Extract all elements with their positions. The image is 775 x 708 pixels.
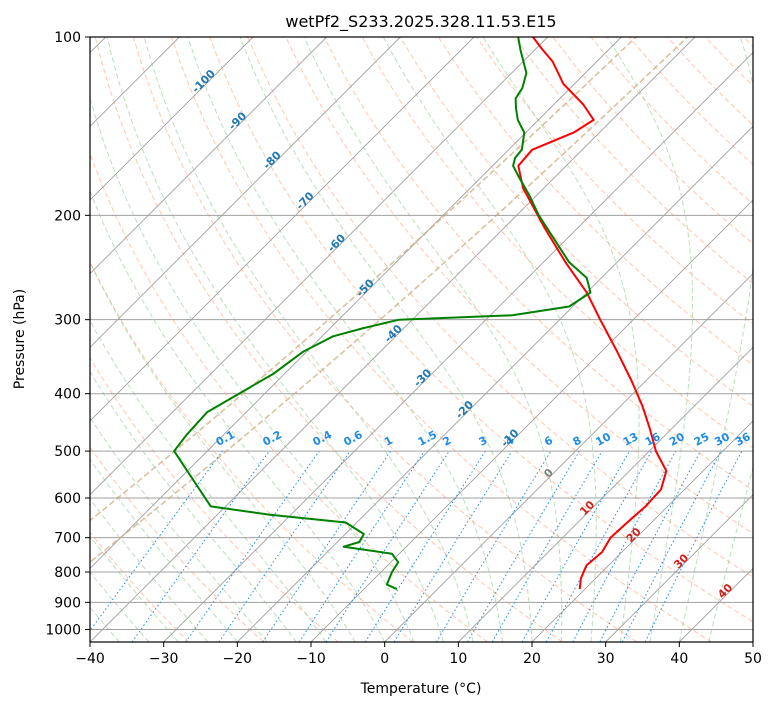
- profile-lines: [173, 37, 668, 591]
- dry-adiabat: [132, 37, 638, 642]
- moist-adiabat: [90, 260, 356, 642]
- x-tick-label: 40: [670, 651, 688, 667]
- y-tick-label: 300: [54, 313, 81, 329]
- dewpoint-profile-line: [173, 37, 592, 591]
- isotherm-line: [90, 37, 696, 642]
- isotherm-line: [90, 37, 401, 348]
- dry-adiabat: [90, 152, 488, 642]
- y-tick-label: 100: [54, 30, 81, 46]
- x-tick-label: −10: [296, 651, 326, 667]
- mixing-ratio-line: [298, 450, 425, 642]
- moist-adiabat: [678, 37, 753, 642]
- isotherm-line: [384, 273, 753, 642]
- y-tick-label: 700: [54, 531, 81, 547]
- mixing-ratio-line: [218, 450, 351, 642]
- dry-adiabat: [323, 37, 753, 491]
- moist-adiabat: [90, 416, 268, 642]
- dry-adiabat: [361, 37, 753, 449]
- isotherm-line: [90, 37, 327, 275]
- isotherm-line: [237, 125, 753, 642]
- isotherm-line: [458, 346, 753, 642]
- moist-adiabat: [303, 37, 563, 642]
- y-axis: 100 200 300 400 500 600 700 800 900 1000: [45, 30, 90, 638]
- mixing-ratio-line: [262, 450, 392, 642]
- moist-adiabat: [708, 465, 753, 642]
- dry-adiabat: [90, 531, 190, 642]
- mixing-ratio-line: [572, 450, 677, 642]
- y-tick-label: 800: [54, 565, 81, 581]
- chart-title: wetPf2_S233.2025.328.11.53.E15: [285, 12, 556, 32]
- x-axis: −40 −30 −20 −10 0 10 20 30 40 50: [75, 642, 762, 667]
- isotherm-line: [310, 199, 753, 642]
- isotherm-line: [90, 37, 254, 201]
- x-tick-label: −20: [223, 651, 253, 667]
- x-tick-label: 10: [449, 651, 467, 667]
- dry-adiabat: [247, 37, 753, 578]
- mixing-ratio-line: [325, 450, 450, 642]
- temperature-profile-line: [517, 37, 668, 590]
- dry-adiabat: [209, 37, 753, 623]
- background-lines: [90, 37, 753, 642]
- moist-adiabat: [606, 37, 693, 642]
- x-tick-label: −30: [149, 651, 179, 667]
- isotherm-line: [605, 494, 753, 642]
- mixing-ratio-label: 30: [712, 430, 732, 449]
- y-tick-label: 900: [54, 595, 81, 611]
- isotherm-line: [163, 52, 753, 642]
- moist-adiabat: [187, 37, 503, 642]
- mixing-ratio-label: 16: [643, 430, 663, 449]
- y-axis-label: Pressure (hPa): [12, 289, 28, 389]
- dry-adiabat: [285, 37, 753, 535]
- x-tick-label: 0: [380, 651, 389, 667]
- mixing-ratio-label: 10: [593, 430, 613, 449]
- x-tick-label: −40: [75, 651, 105, 667]
- mixing-ratio-label: 13: [621, 430, 641, 449]
- plot-frame: [89, 36, 754, 643]
- mixing-ratio-line: [644, 450, 743, 642]
- y-tick-label: 400: [54, 387, 81, 403]
- x-tick-label: 30: [597, 651, 615, 667]
- moist-adiabat: [90, 458, 238, 642]
- dry-adiabat: [171, 37, 712, 642]
- moist-adiabat: [106, 37, 445, 642]
- mixing-ratio-label: 36: [733, 430, 753, 449]
- mixing-ratio-line: [90, 450, 223, 632]
- isotherm-line: [90, 37, 475, 422]
- mixing-ratio-line: [131, 450, 270, 642]
- dry-adiabat: [399, 37, 753, 407]
- moist-adiabat: [90, 189, 386, 642]
- y-tick-label: 500: [54, 444, 81, 460]
- mixing-ratio-label: 25: [692, 430, 712, 449]
- mixing-ratio-line: [393, 450, 513, 642]
- mixing-ratio-line: [185, 450, 320, 642]
- dry-adiabat: [94, 37, 563, 642]
- x-tick-label: 50: [744, 651, 762, 667]
- y-tick-label: 1000: [45, 622, 81, 638]
- x-axis-label: Temperature (°C): [360, 681, 482, 697]
- x-tick-label: 20: [523, 651, 541, 667]
- moist-adiabat: [239, 37, 533, 642]
- moist-adiabat: [482, 37, 640, 642]
- dry-adiabat: [90, 446, 264, 642]
- isotherm-line: [90, 37, 548, 496]
- isotherm-line: [90, 37, 622, 569]
- y-tick-label: 200: [54, 208, 81, 224]
- mixing-ratio-label: 20: [667, 430, 687, 449]
- moist-adiabat: [90, 319, 327, 642]
- reference-line: [90, 37, 689, 564]
- isotherm-line: [531, 420, 753, 642]
- y-tick-label: 600: [54, 491, 81, 507]
- moist-adiabat: [143, 37, 474, 642]
- dry-adiabat: [437, 37, 753, 366]
- reference-line: [90, 37, 637, 522]
- moist-adiabat: [382, 37, 597, 642]
- mixing-ratio-line: [521, 450, 630, 642]
- dry-adiabat: [514, 37, 753, 285]
